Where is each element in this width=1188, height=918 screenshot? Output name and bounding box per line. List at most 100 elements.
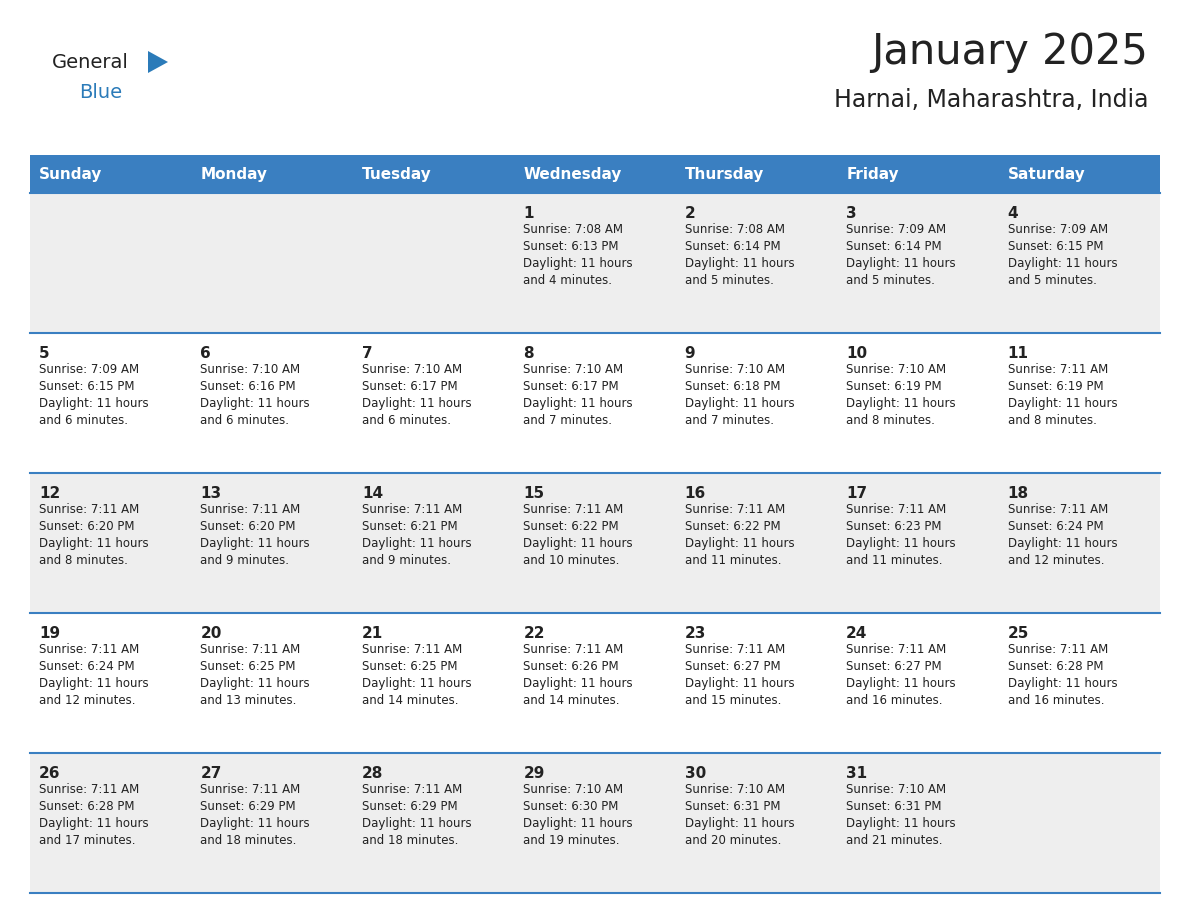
- Text: Sunrise: 7:11 AM: Sunrise: 7:11 AM: [1007, 503, 1108, 516]
- Bar: [30, 193, 1159, 333]
- Text: Sunset: 6:28 PM: Sunset: 6:28 PM: [39, 800, 134, 813]
- Text: and 9 minutes.: and 9 minutes.: [362, 554, 451, 567]
- Text: Daylight: 11 hours: Daylight: 11 hours: [523, 817, 633, 830]
- Text: and 8 minutes.: and 8 minutes.: [1007, 414, 1097, 427]
- Text: and 18 minutes.: and 18 minutes.: [362, 834, 459, 847]
- Bar: [30, 473, 1159, 613]
- Text: Sunrise: 7:08 AM: Sunrise: 7:08 AM: [523, 223, 624, 236]
- Text: 21: 21: [362, 626, 383, 641]
- Text: Sunset: 6:25 PM: Sunset: 6:25 PM: [362, 660, 457, 673]
- Text: Sunset: 6:17 PM: Sunset: 6:17 PM: [523, 380, 619, 393]
- Text: Sunset: 6:24 PM: Sunset: 6:24 PM: [1007, 520, 1104, 533]
- Text: Sunset: 6:19 PM: Sunset: 6:19 PM: [846, 380, 942, 393]
- Text: Daylight: 11 hours: Daylight: 11 hours: [684, 817, 795, 830]
- Text: 6: 6: [201, 346, 211, 361]
- Text: Sunrise: 7:09 AM: Sunrise: 7:09 AM: [39, 363, 139, 376]
- Bar: [30, 155, 1159, 193]
- Text: 28: 28: [362, 766, 384, 781]
- Text: Sunset: 6:22 PM: Sunset: 6:22 PM: [684, 520, 781, 533]
- Text: and 8 minutes.: and 8 minutes.: [846, 414, 935, 427]
- Text: Daylight: 11 hours: Daylight: 11 hours: [846, 397, 956, 410]
- Text: 8: 8: [523, 346, 533, 361]
- Text: and 7 minutes.: and 7 minutes.: [523, 414, 612, 427]
- Text: 9: 9: [684, 346, 695, 361]
- Text: Daylight: 11 hours: Daylight: 11 hours: [39, 397, 148, 410]
- Text: Sunday: Sunday: [39, 166, 102, 182]
- Text: 1: 1: [523, 206, 533, 221]
- Text: Sunset: 6:30 PM: Sunset: 6:30 PM: [523, 800, 619, 813]
- Text: Sunset: 6:16 PM: Sunset: 6:16 PM: [201, 380, 296, 393]
- Text: Daylight: 11 hours: Daylight: 11 hours: [523, 397, 633, 410]
- Text: Daylight: 11 hours: Daylight: 11 hours: [684, 677, 795, 690]
- Text: and 13 minutes.: and 13 minutes.: [201, 694, 297, 707]
- Text: Sunset: 6:29 PM: Sunset: 6:29 PM: [362, 800, 457, 813]
- Text: Sunrise: 7:09 AM: Sunrise: 7:09 AM: [1007, 223, 1107, 236]
- Text: and 20 minutes.: and 20 minutes.: [684, 834, 781, 847]
- Text: Daylight: 11 hours: Daylight: 11 hours: [362, 537, 472, 550]
- Text: Sunrise: 7:10 AM: Sunrise: 7:10 AM: [362, 363, 462, 376]
- Text: and 6 minutes.: and 6 minutes.: [39, 414, 128, 427]
- Text: Sunrise: 7:10 AM: Sunrise: 7:10 AM: [846, 783, 947, 796]
- Text: Sunset: 6:27 PM: Sunset: 6:27 PM: [684, 660, 781, 673]
- Text: Sunset: 6:25 PM: Sunset: 6:25 PM: [201, 660, 296, 673]
- Text: and 8 minutes.: and 8 minutes.: [39, 554, 128, 567]
- Text: and 4 minutes.: and 4 minutes.: [523, 274, 612, 287]
- Text: Daylight: 11 hours: Daylight: 11 hours: [846, 537, 956, 550]
- Text: 10: 10: [846, 346, 867, 361]
- Text: General: General: [52, 52, 128, 72]
- Text: and 14 minutes.: and 14 minutes.: [523, 694, 620, 707]
- Text: and 12 minutes.: and 12 minutes.: [39, 694, 135, 707]
- Text: 11: 11: [1007, 346, 1029, 361]
- Text: 19: 19: [39, 626, 61, 641]
- Text: Monday: Monday: [201, 166, 267, 182]
- Text: Friday: Friday: [846, 166, 899, 182]
- Text: Daylight: 11 hours: Daylight: 11 hours: [39, 537, 148, 550]
- Text: Sunrise: 7:11 AM: Sunrise: 7:11 AM: [362, 783, 462, 796]
- Text: Sunset: 6:23 PM: Sunset: 6:23 PM: [846, 520, 942, 533]
- Text: Daylight: 11 hours: Daylight: 11 hours: [846, 677, 956, 690]
- Text: Sunset: 6:24 PM: Sunset: 6:24 PM: [39, 660, 134, 673]
- Text: Sunrise: 7:10 AM: Sunrise: 7:10 AM: [846, 363, 947, 376]
- Text: Sunrise: 7:11 AM: Sunrise: 7:11 AM: [201, 503, 301, 516]
- Text: Daylight: 11 hours: Daylight: 11 hours: [523, 257, 633, 270]
- Text: Daylight: 11 hours: Daylight: 11 hours: [1007, 397, 1117, 410]
- Text: and 16 minutes.: and 16 minutes.: [1007, 694, 1104, 707]
- Text: Harnai, Maharashtra, India: Harnai, Maharashtra, India: [834, 88, 1148, 112]
- Text: Daylight: 11 hours: Daylight: 11 hours: [523, 537, 633, 550]
- Text: Sunrise: 7:11 AM: Sunrise: 7:11 AM: [362, 643, 462, 656]
- Text: Sunrise: 7:10 AM: Sunrise: 7:10 AM: [684, 363, 785, 376]
- Text: Sunrise: 7:11 AM: Sunrise: 7:11 AM: [39, 503, 139, 516]
- Bar: [30, 333, 1159, 473]
- Bar: [30, 753, 1159, 893]
- Text: Sunset: 6:20 PM: Sunset: 6:20 PM: [39, 520, 134, 533]
- Text: 13: 13: [201, 486, 221, 501]
- Text: and 6 minutes.: and 6 minutes.: [201, 414, 290, 427]
- Text: 29: 29: [523, 766, 544, 781]
- Text: Daylight: 11 hours: Daylight: 11 hours: [362, 677, 472, 690]
- Text: and 12 minutes.: and 12 minutes.: [1007, 554, 1104, 567]
- Text: Sunset: 6:19 PM: Sunset: 6:19 PM: [1007, 380, 1104, 393]
- Text: Daylight: 11 hours: Daylight: 11 hours: [684, 537, 795, 550]
- Text: and 10 minutes.: and 10 minutes.: [523, 554, 620, 567]
- Text: January 2025: January 2025: [871, 31, 1148, 73]
- Text: and 11 minutes.: and 11 minutes.: [846, 554, 942, 567]
- Text: Sunset: 6:14 PM: Sunset: 6:14 PM: [846, 240, 942, 253]
- Text: 14: 14: [362, 486, 383, 501]
- Text: Sunrise: 7:10 AM: Sunrise: 7:10 AM: [201, 363, 301, 376]
- Text: Wednesday: Wednesday: [523, 166, 621, 182]
- Text: Daylight: 11 hours: Daylight: 11 hours: [523, 677, 633, 690]
- Text: Blue: Blue: [78, 83, 122, 102]
- Text: Sunrise: 7:11 AM: Sunrise: 7:11 AM: [39, 783, 139, 796]
- Text: Sunrise: 7:10 AM: Sunrise: 7:10 AM: [523, 783, 624, 796]
- Text: Daylight: 11 hours: Daylight: 11 hours: [201, 397, 310, 410]
- Text: Sunset: 6:31 PM: Sunset: 6:31 PM: [684, 800, 781, 813]
- Text: and 17 minutes.: and 17 minutes.: [39, 834, 135, 847]
- Text: and 14 minutes.: and 14 minutes.: [362, 694, 459, 707]
- Text: Sunset: 6:28 PM: Sunset: 6:28 PM: [1007, 660, 1104, 673]
- Text: Sunrise: 7:11 AM: Sunrise: 7:11 AM: [684, 503, 785, 516]
- Text: Sunrise: 7:11 AM: Sunrise: 7:11 AM: [1007, 363, 1108, 376]
- Text: Daylight: 11 hours: Daylight: 11 hours: [362, 397, 472, 410]
- Text: Sunset: 6:22 PM: Sunset: 6:22 PM: [523, 520, 619, 533]
- Text: and 9 minutes.: and 9 minutes.: [201, 554, 290, 567]
- Text: 3: 3: [846, 206, 857, 221]
